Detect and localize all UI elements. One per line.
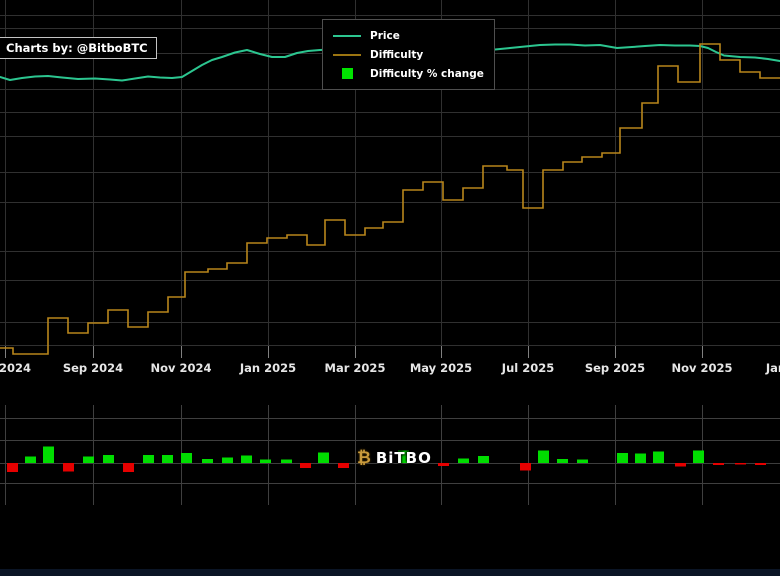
x-axis-label: Sep 2024 xyxy=(62,361,124,375)
difficulty-change-bar-up xyxy=(181,453,192,463)
bitbo-watermark: ₿ BiTBO xyxy=(357,450,432,467)
line-swatch-glyph xyxy=(333,34,361,37)
difficulty-change-bar-up xyxy=(222,457,233,463)
x-axis-label: Jan xyxy=(765,361,780,375)
main-gridlines xyxy=(0,0,780,346)
charts-by-badge: Charts by: @BitboBTC xyxy=(0,37,157,59)
difficulty-change-bar-up xyxy=(103,455,114,463)
difficulty-change-bar-up xyxy=(693,450,704,463)
legend-square-swatch xyxy=(333,68,361,79)
legend-item-label: Difficulty % change xyxy=(370,67,484,80)
charts-by-label: Charts by: @BitboBTC xyxy=(6,41,148,55)
x-axis-label: Nov 2024 xyxy=(150,361,212,375)
difficulty-change-bar-up xyxy=(43,446,54,463)
legend-item-label: Difficulty xyxy=(370,48,424,61)
difficulty-change-bar-up xyxy=(557,459,568,463)
bitbo-watermark-text: BiTBO xyxy=(375,449,432,467)
difficulty-change-bar-down xyxy=(755,463,766,465)
chart-legend: Price Difficulty Difficulty % change xyxy=(322,19,495,90)
x-axis-label: Jan 2025 xyxy=(239,361,297,375)
difficulty-change-bar-down xyxy=(338,463,349,468)
difficulty-change-bar-up xyxy=(635,453,646,463)
legend-item-difficulty[interactable]: Difficulty xyxy=(333,45,484,64)
legend-item-difficulty-pct-change[interactable]: Difficulty % change xyxy=(333,64,484,83)
difficulty-change-bar-up xyxy=(162,455,173,463)
difficulty-change-bar-up xyxy=(478,456,489,463)
difficulty-change-bar-up xyxy=(143,455,154,463)
difficulty-change-bar-down xyxy=(520,463,531,471)
difficulty-change-bar-up xyxy=(260,459,271,463)
difficulty-step-line xyxy=(0,43,780,355)
x-axis-label: Sep 2025 xyxy=(584,361,646,375)
square-swatch-glyph xyxy=(341,68,353,79)
difficulty-change-bars xyxy=(7,446,766,472)
difficulty-change-bar-up xyxy=(25,456,36,463)
difficulty-change-bar-up xyxy=(398,450,409,463)
x-axis-label: 2024 xyxy=(0,361,32,375)
x-axis-label: Nov 2025 xyxy=(671,361,733,375)
x-axis-ticks xyxy=(5,346,703,358)
x-axis-label: May 2025 xyxy=(409,361,473,375)
difficulty-change-bar-up xyxy=(241,455,252,463)
difficulty-change-bar-up xyxy=(538,450,549,463)
difficulty-change-bar-up xyxy=(83,456,94,463)
difficulty-change-bar-down xyxy=(438,463,449,466)
difficulty-change-bar-up xyxy=(458,458,469,463)
difficulty-change-bar-up xyxy=(653,451,664,463)
difficulty-change-bar-up xyxy=(202,459,213,463)
difficulty-change-bar-up xyxy=(617,453,628,463)
bottom-edge-strip xyxy=(0,569,780,576)
difficulty-change-bar-down xyxy=(123,463,134,472)
legend-item-label: Price xyxy=(370,29,400,42)
difficulty-change-bar-up xyxy=(318,452,329,463)
difficulty-change-bar-up xyxy=(281,459,292,463)
x-axis-label: Mar 2025 xyxy=(324,361,386,375)
x-axis: 2024 Sep 2024 Nov 2024 Jan 2025 Mar 2025 May … xyxy=(0,361,780,377)
line-swatch-glyph xyxy=(333,53,361,56)
difficulty-change-bar-down xyxy=(7,463,18,472)
difficulty-change-bar-down xyxy=(675,463,686,467)
legend-line-swatch xyxy=(333,53,361,56)
difficulty-change-bar-down xyxy=(713,463,724,465)
difficulty-change-bar-down xyxy=(735,463,746,465)
difficulty-change-bar-up xyxy=(577,459,588,463)
legend-line-swatch xyxy=(333,34,361,37)
difficulty-change-bar-down xyxy=(63,463,74,472)
x-axis-label: Jul 2025 xyxy=(501,361,555,375)
legend-item-price[interactable]: Price xyxy=(333,26,484,45)
difficulty-change-bar-down xyxy=(300,463,311,468)
bitcoin-coin-icon: ₿ xyxy=(357,448,371,468)
